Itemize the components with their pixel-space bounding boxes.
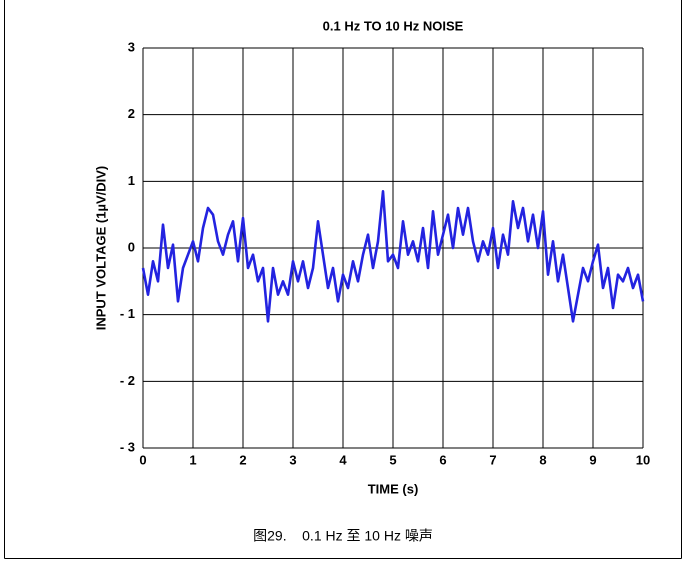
x-tick-label: 4 (339, 452, 347, 467)
y-tick-label: 1 (128, 173, 135, 188)
x-axis-label: TIME (s) (368, 481, 419, 496)
chart-title: 0.1 Hz TO 10 Hz NOISE (323, 18, 464, 33)
x-tick-label: 0 (139, 452, 146, 467)
x-tick-label: 8 (539, 452, 546, 467)
y-tick-label: - 3 (120, 439, 135, 454)
x-tick-label: 6 (439, 452, 446, 467)
x-tick-label: 9 (589, 452, 596, 467)
y-tick-label: 3 (128, 39, 135, 54)
y-tick-label: - 1 (120, 306, 135, 321)
x-tick-label: 5 (389, 452, 396, 467)
y-tick-label: 2 (128, 106, 135, 121)
y-axis-label: INPUT VOLTAGE (1µV/DIV) (93, 166, 108, 330)
x-tick-label: 10 (636, 452, 650, 467)
data-line (141, 190, 645, 323)
y-tick-label: - 2 (120, 373, 135, 388)
y-tick-label: 0 (128, 239, 135, 254)
x-tick-label: 2 (239, 452, 246, 467)
caption: 图29. 0.1 Hz 至 10 Hz 噪声 (253, 528, 433, 544)
x-tick-label: 3 (289, 452, 296, 467)
x-tick-label: 1 (189, 452, 196, 467)
x-tick-label: 7 (489, 452, 496, 467)
